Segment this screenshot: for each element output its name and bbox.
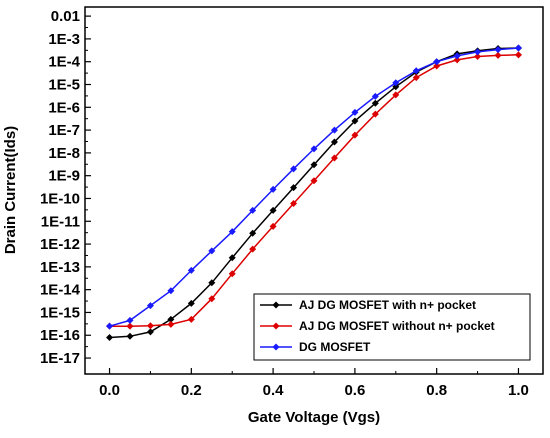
- series-0-point: [208, 279, 216, 287]
- series-0-point: [392, 83, 400, 91]
- y-tick-label: 1E-12: [40, 236, 80, 253]
- x-axis-ticks: 0.0 0.2 0.4 0.6 0.8 1.0: [99, 368, 529, 399]
- y-tick-label: 1E-11: [41, 213, 80, 230]
- y-tick-label: 1E-7: [48, 122, 80, 139]
- series-1-point: [494, 51, 502, 59]
- series-0-point: [330, 138, 338, 146]
- x-axis-title: Gate Voltage (Vgs): [248, 409, 380, 426]
- y-tick-label: 1E-13: [40, 259, 80, 276]
- series-0-point: [167, 315, 175, 323]
- y-tick-label: 1E-10: [40, 190, 80, 207]
- x-tick-label: 1.0: [508, 382, 529, 399]
- series-2-point: [208, 247, 216, 255]
- x-tick-label: 0.2: [181, 382, 202, 399]
- series-2-point: [392, 79, 400, 87]
- series-1-point: [228, 270, 236, 278]
- legend-item-1: AJ DG MOSFET without n+ pocket: [260, 319, 495, 333]
- legend-label-1: AJ DG MOSFET without n+ pocket: [299, 319, 495, 333]
- series-1-point: [412, 74, 420, 82]
- series-0-point: [249, 229, 257, 237]
- series-0-point: [310, 161, 318, 169]
- series-2-point: [187, 266, 195, 274]
- y-tick-label: 1E-5: [48, 77, 80, 94]
- series-2-point: [453, 52, 461, 60]
- y-axis-ticks: 0.01 1E-3 1E-4 1E-5 1E-6 1E-7 1E-8 1E-9 1E-10 1E-…: [40, 8, 91, 367]
- series-2-point: [290, 165, 298, 173]
- series-layer: [106, 44, 522, 341]
- legend-marker-0: [272, 301, 280, 309]
- series-1-point: [208, 295, 216, 303]
- series-1-point: [371, 110, 379, 118]
- y-tick-label: 0.01: [51, 8, 80, 25]
- series-2-point: [474, 48, 482, 56]
- series-2-point: [330, 126, 338, 134]
- series-0-point: [269, 206, 277, 214]
- x-tick-label: 0.6: [344, 382, 365, 399]
- series-2-point: [433, 58, 441, 66]
- legend-label-0: AJ DG MOSFET with n+ pocket: [299, 298, 476, 312]
- series-0-point: [290, 184, 298, 192]
- y-tick-label: 1E-8: [48, 145, 80, 162]
- series-1-point: [146, 322, 154, 330]
- series-1-point: [351, 131, 359, 139]
- y-tick-label: 1E-16: [40, 327, 80, 344]
- series-0-point: [106, 333, 114, 341]
- legend: AJ DG MOSFET with n+ pocket AJ DG MOSFET…: [253, 293, 531, 361]
- y-axis-title: Drain Current(Ids): [2, 126, 19, 254]
- series-1-point: [126, 322, 134, 330]
- series-1-point: [330, 154, 338, 162]
- series-0-point: [126, 332, 134, 340]
- legend-marker-2: [272, 343, 280, 351]
- y-tick-label: 1E-17: [40, 350, 80, 367]
- series-2-point: [514, 44, 522, 52]
- legend-label-2: DG MOSFET: [299, 340, 371, 354]
- series-1-point: [392, 91, 400, 99]
- legend-box: [253, 293, 531, 361]
- legend-marker-1: [272, 322, 280, 330]
- series-1-point: [290, 200, 298, 208]
- series-line-2: [109, 47, 519, 327]
- series-1-point: [269, 222, 277, 230]
- series-1-point: [310, 177, 318, 185]
- series-1-point: [187, 315, 195, 323]
- series-1-point: [474, 52, 482, 60]
- x-tick-label: 0.4: [263, 382, 285, 399]
- series-1-point: [433, 62, 441, 70]
- series-2-point: [126, 316, 134, 324]
- series-2-point: [249, 206, 257, 214]
- series-0-point: [351, 117, 359, 125]
- series-0-point: [228, 254, 236, 262]
- series-0-point: [187, 299, 195, 307]
- series-2-point: [310, 145, 318, 153]
- y-tick-label: 1E-3: [48, 31, 80, 48]
- series-line-1: [109, 54, 519, 327]
- series-2-point: [494, 46, 502, 54]
- series-0-point: [371, 99, 379, 107]
- legend-item-2: DG MOSFET: [260, 340, 371, 354]
- series-0-point: [146, 328, 154, 336]
- series-1-point: [167, 320, 175, 328]
- series-1-point: [453, 56, 461, 64]
- x-tick-label: 0.0: [99, 382, 120, 399]
- series-2-point: [106, 322, 114, 330]
- y-tick-label: 1E-14: [40, 282, 81, 299]
- y-tick-label: 1E-9: [48, 168, 80, 185]
- x-tick-label: 0.8: [426, 382, 447, 399]
- series-2-point: [167, 287, 175, 295]
- series-1-point: [249, 245, 257, 253]
- y-tick-label: 1E-15: [40, 304, 80, 321]
- legend-item-0: AJ DG MOSFET with n+ pocket: [260, 298, 476, 312]
- series-2-point: [371, 92, 379, 100]
- y-tick-label: 1E-4: [48, 54, 80, 71]
- series-2-point: [146, 302, 154, 310]
- series-2-point: [351, 108, 359, 116]
- series-1-point: [514, 51, 522, 59]
- series-2-point: [412, 67, 420, 75]
- series-2-point: [269, 185, 277, 193]
- y-tick-label: 1E-6: [48, 99, 80, 116]
- series-2-point: [228, 228, 236, 236]
